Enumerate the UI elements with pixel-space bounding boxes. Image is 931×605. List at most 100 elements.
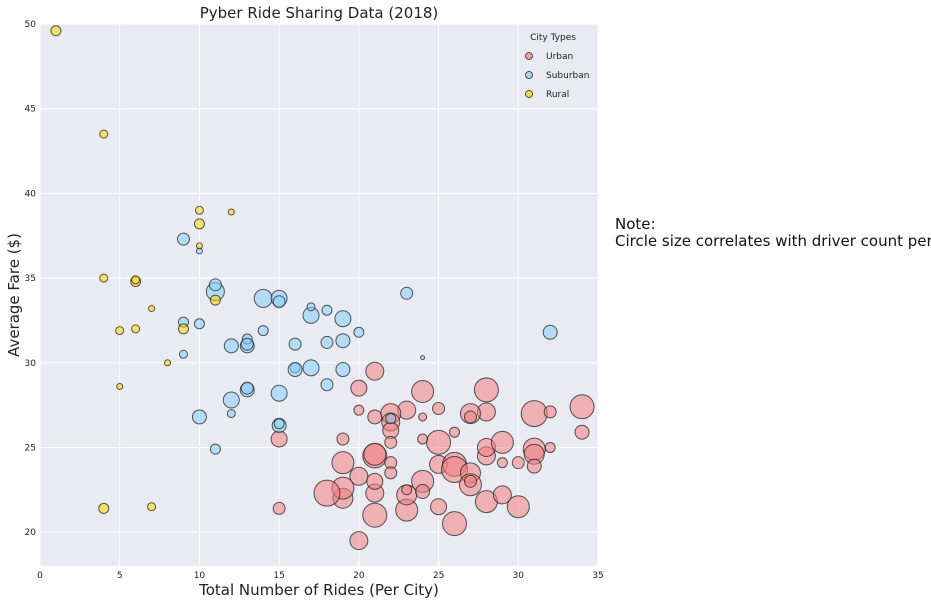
legend-title: City Types <box>530 33 576 43</box>
x-tick-label: 0 <box>37 571 43 581</box>
urban-point <box>492 485 512 505</box>
urban-point <box>367 409 383 425</box>
rural-point <box>50 25 62 37</box>
suburban-point <box>542 324 558 340</box>
urban-point <box>365 361 385 381</box>
urban-point <box>270 430 288 448</box>
suburban-point <box>302 359 320 377</box>
suburban-point <box>208 278 222 292</box>
rural-point <box>98 502 110 514</box>
suburban-point <box>240 337 254 351</box>
rural-point <box>99 129 109 139</box>
suburban-point <box>353 326 365 338</box>
urban-point <box>432 401 446 415</box>
urban-point <box>430 498 448 516</box>
x-tick-label: 35 <box>592 571 603 581</box>
suburban-point <box>320 378 334 392</box>
urban-point <box>350 379 368 397</box>
suburban-point <box>400 286 414 300</box>
suburban-point <box>334 310 352 328</box>
suburban-point <box>306 302 316 312</box>
urban-point <box>417 433 429 445</box>
suburban-point <box>385 413 397 425</box>
urban-point <box>363 442 387 466</box>
suburban-point <box>287 362 303 378</box>
suburban-point <box>253 288 273 308</box>
urban-point <box>520 400 548 428</box>
urban-point <box>496 457 508 469</box>
rural-point <box>227 208 235 216</box>
legend-label-rural: Rural <box>546 90 569 100</box>
legend: City Types Urban Suburban Rural <box>525 33 589 100</box>
suburban-point <box>223 338 239 354</box>
x-tick-label: 25 <box>433 571 444 581</box>
legend-marker-urban <box>525 52 533 60</box>
urban-point <box>463 410 477 424</box>
note-text: Circle size correlates with driver count… <box>615 232 931 250</box>
y-tick-label: 20 <box>25 528 37 538</box>
data-points <box>50 25 595 551</box>
suburban-point <box>222 391 240 409</box>
suburban-point <box>257 325 269 337</box>
rural-point <box>194 205 204 215</box>
urban-point <box>366 472 384 490</box>
x-tick-label: 5 <box>117 571 123 581</box>
legend-marker-rural <box>525 90 533 98</box>
rural-point <box>116 382 124 390</box>
suburban-point <box>226 409 236 419</box>
x-axis-label: Total Number of Rides (Per City) <box>198 581 439 599</box>
y-tick-label: 30 <box>25 359 37 369</box>
urban-point <box>490 430 514 454</box>
plot-area <box>40 24 598 566</box>
rural-point <box>164 359 172 367</box>
urban-point <box>411 380 435 404</box>
rural-point <box>131 324 141 334</box>
suburban-point <box>335 333 351 349</box>
y-tick-label: 45 <box>25 105 36 115</box>
rural-point <box>177 323 189 335</box>
urban-point <box>362 502 388 528</box>
suburban-point <box>321 304 333 316</box>
urban-point <box>401 484 413 496</box>
x-tick-label: 20 <box>353 571 365 581</box>
rural-point <box>209 294 221 306</box>
rural-point <box>99 273 109 283</box>
suburban-point <box>320 335 334 349</box>
urban-point <box>526 458 542 474</box>
rural-point <box>148 305 156 313</box>
urban-point <box>544 441 556 453</box>
x-tick-label: 30 <box>513 571 525 581</box>
urban-point <box>331 451 355 475</box>
urban-point <box>353 404 365 416</box>
suburban-point <box>191 409 207 425</box>
urban-point <box>384 466 398 480</box>
urban-point <box>349 466 369 486</box>
urban-point <box>349 531 369 551</box>
urban-point <box>511 456 525 470</box>
suburban-point <box>272 295 286 309</box>
urban-point <box>569 394 595 420</box>
urban-point <box>336 432 350 446</box>
chart-title: Pyber Ride Sharing Data (2018) <box>200 4 439 22</box>
suburban-point <box>176 232 190 246</box>
y-tick-label: 25 <box>25 443 36 453</box>
note-annotation: Note: Circle size correlates with driver… <box>615 216 931 250</box>
urban-point <box>272 501 286 515</box>
rural-point <box>195 242 203 250</box>
y-tick-label: 50 <box>25 20 37 30</box>
urban-point <box>543 405 557 419</box>
rural-point <box>147 502 157 512</box>
urban-point <box>384 435 398 449</box>
urban-point <box>463 474 477 488</box>
suburban-point <box>178 349 188 359</box>
urban-point <box>442 511 468 537</box>
y-axis-label: Average Fare ($) <box>5 233 23 357</box>
legend-label-urban: Urban <box>546 52 573 62</box>
suburban-point <box>273 418 285 430</box>
urban-point <box>449 426 461 438</box>
rural-point <box>131 275 141 285</box>
urban-point <box>313 479 341 507</box>
suburban-point <box>240 381 254 395</box>
legend-label-suburban: Suburban <box>546 71 589 81</box>
urban-point <box>574 424 590 440</box>
